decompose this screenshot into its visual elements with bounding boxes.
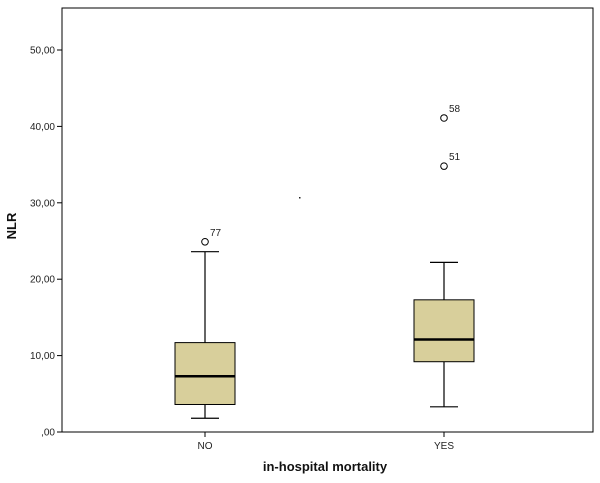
y-axis: ,00 10,00 20,00 30,00 40,00 50,00 xyxy=(30,46,62,439)
outlier-point xyxy=(440,114,448,122)
x-axis: NO YES xyxy=(198,432,454,452)
stray-dot xyxy=(299,197,301,199)
outlier-point xyxy=(201,237,209,246)
y-axis-title: NLR xyxy=(4,212,19,239)
y-tick-label: ,00 xyxy=(41,428,55,439)
iqr-box xyxy=(413,299,475,363)
outlier-label: 58 xyxy=(449,104,461,115)
outlier-label: 77 xyxy=(210,228,222,239)
outlier-point xyxy=(440,162,448,170)
box-yes: 58 51 xyxy=(413,104,475,408)
x-tick-label: NO xyxy=(198,441,213,452)
y-tick-label: 40,00 xyxy=(30,122,55,133)
y-tick-label: 30,00 xyxy=(30,198,55,209)
box-no: 77 xyxy=(174,228,236,419)
boxes: 77 58 51 xyxy=(174,104,475,419)
iqr-box xyxy=(174,342,236,405)
plot-area xyxy=(61,7,594,433)
x-tick-label: YES xyxy=(434,441,454,452)
y-tick-label: 10,00 xyxy=(30,351,55,362)
x-axis-title: in-hospital mortality xyxy=(263,459,388,474)
y-tick-label: 50,00 xyxy=(30,46,55,57)
outlier-label: 51 xyxy=(449,152,461,163)
y-tick-label: 20,00 xyxy=(30,275,55,286)
